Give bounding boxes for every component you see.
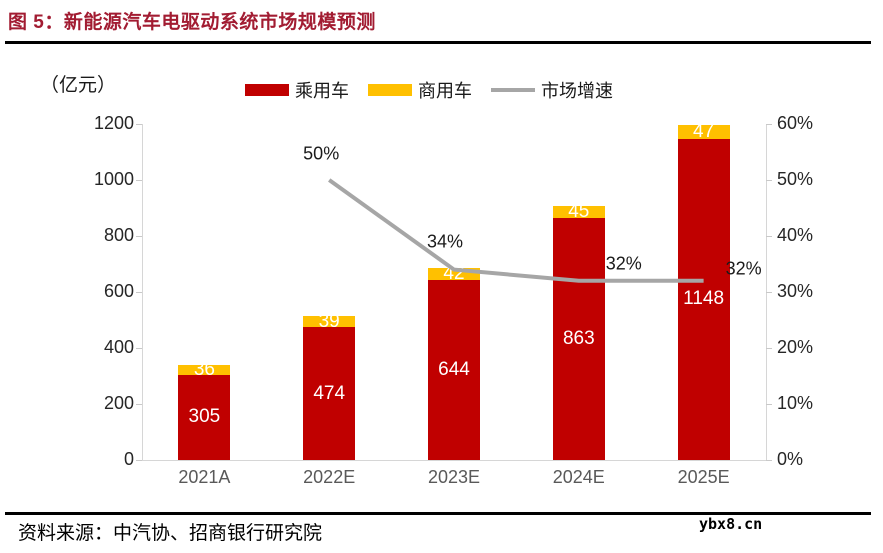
x-axis-label: 2021A — [178, 467, 231, 487]
source-note: 资料来源：中汽协、招商银行研究院 — [18, 523, 323, 544]
legend-label-passenger-vehicle: 乘用车 — [295, 81, 349, 101]
figure-title: 图 5：新能源汽车电驱动系统市场规模预测 — [8, 12, 376, 33]
passenger-value-label: 644 — [438, 358, 470, 380]
bar-group: 45 863 — [552, 202, 605, 460]
bar-segment-passenger — [303, 327, 356, 460]
bar-segment-commercial — [677, 125, 730, 139]
right-axis-tick — [766, 460, 772, 461]
x-axis-label: 2023E — [427, 467, 481, 487]
footer-rule — [5, 512, 871, 515]
commercial-value-label: 45 — [568, 201, 590, 223]
growth-line — [328, 178, 704, 283]
right-axis-tick — [766, 180, 772, 181]
left-axis-tick-label: 0 — [123, 449, 134, 469]
right-axis-tick — [766, 292, 772, 293]
x-axis-label: 2022E — [303, 467, 356, 487]
bar-group: 39 474 — [303, 311, 356, 460]
right-axis-tick-label: 20% — [777, 337, 814, 357]
legend-swatch-red-icon — [245, 84, 289, 96]
x-axis-label: 2025E — [677, 467, 730, 487]
left-axis-tick-label: 800 — [103, 225, 134, 245]
left-axis-tick — [136, 180, 142, 181]
legend-label-commercial-vehicle: 商用车 — [418, 81, 472, 101]
passenger-value-label: 305 — [188, 406, 221, 428]
bar-segment-commercial — [178, 364, 231, 375]
bar-segment-passenger — [552, 218, 605, 460]
left-axis-line — [142, 124, 143, 460]
legend: 乘用车 商用车 市场增速 — [245, 77, 613, 103]
legend-swatch-yellow-icon — [368, 84, 412, 96]
commercial-value-label: 36 — [193, 358, 215, 380]
passenger-value-label: 474 — [313, 382, 346, 404]
bar-segment-passenger — [677, 138, 730, 460]
left-axis-tick — [136, 460, 142, 461]
bar-group: 36 305 — [178, 359, 231, 460]
watermark: ybx8.cn — [699, 515, 763, 533]
right-axis-tick-label: 40% — [777, 225, 814, 245]
x-axis-line — [142, 460, 766, 461]
right-axis-tick-label: 10% — [777, 393, 814, 413]
bar-group: 47 1148 — [677, 120, 730, 460]
bar-segment-passenger — [428, 279, 480, 460]
right-axis-tick — [766, 124, 772, 125]
left-axis-tick — [136, 348, 142, 349]
left-axis-tick — [136, 236, 142, 237]
growth-rate-label: 32% — [605, 253, 642, 274]
legend-item-market-growth: 市场增速 — [491, 77, 613, 103]
bar-segment-commercial — [428, 267, 480, 280]
right-axis-tick — [766, 404, 772, 405]
growth-rate-label: 34% — [426, 231, 464, 252]
growth-rate-label: 32% — [725, 258, 762, 279]
left-axis-tick-label: 400 — [103, 337, 134, 357]
commercial-value-label: 39 — [318, 310, 340, 332]
left-axis-tick — [136, 292, 142, 293]
right-axis-tick — [766, 348, 772, 349]
x-axis-label: 2024E — [552, 467, 605, 487]
legend-label-market-growth: 市场增速 — [541, 81, 613, 101]
bar-segment-commercial — [552, 205, 605, 219]
title-rule — [5, 41, 871, 44]
right-axis-tick-label: 50% — [777, 169, 814, 189]
plot-area: 36 305 39 474 42 644 45 863 47 1148 50% 34% 32% 32% — [142, 120, 766, 460]
growth-rate-label: 50% — [303, 143, 340, 164]
right-axis-tick-label: 30% — [777, 281, 814, 301]
bar-segment-commercial — [303, 316, 356, 328]
left-axis-tick-label: 600 — [103, 281, 134, 301]
right-axis-tick — [766, 236, 772, 237]
passenger-value-label: 1148 — [683, 288, 725, 310]
legend-swatch-line-icon — [491, 88, 535, 92]
legend-item-commercial-vehicle: 商用车 — [368, 77, 472, 103]
y-axis-unit-label: （亿元） — [40, 75, 117, 96]
left-axis-tick-label: 200 — [103, 393, 134, 413]
left-axis-tick — [136, 404, 142, 405]
commercial-value-label: 47 — [693, 120, 715, 142]
left-axis-tick-label: 1200 — [93, 113, 134, 133]
right-axis-tick-label: 60% — [777, 113, 814, 133]
right-axis-tick-label: 0% — [777, 449, 804, 469]
growth-line-chart — [328, 178, 704, 283]
legend-item-passenger-vehicle: 乘用车 — [245, 77, 349, 103]
left-axis-tick — [136, 124, 142, 125]
bar-segment-passenger — [178, 374, 231, 460]
left-axis-tick-label: 1000 — [93, 169, 134, 189]
passenger-value-label: 863 — [562, 328, 595, 350]
